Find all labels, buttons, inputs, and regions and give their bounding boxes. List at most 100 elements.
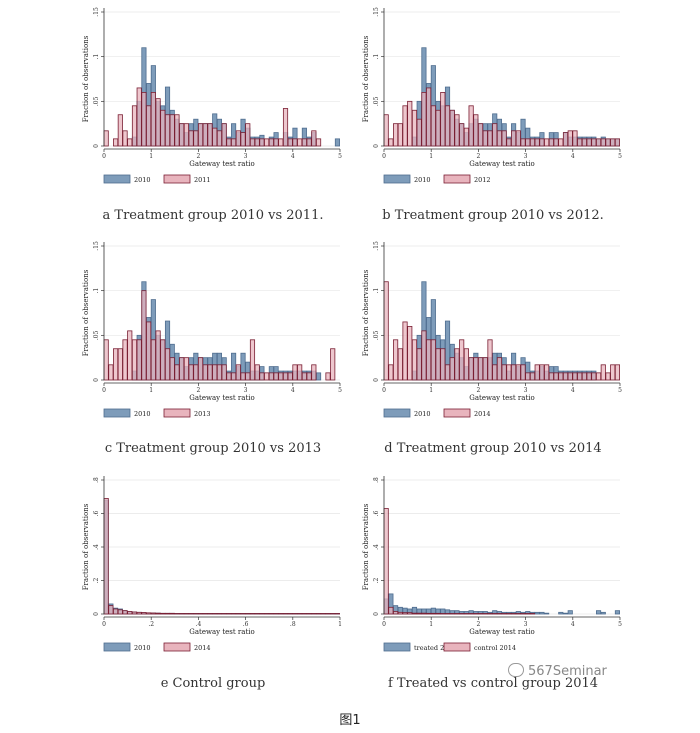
chart-svg-b: 0 .05 .1 .15 0 1 2 3 4 5 Gateway test ratio Fractio… <box>362 7 622 184</box>
bar-2014 <box>539 364 545 381</box>
y-tick-label: .15 <box>93 7 100 17</box>
bar-2014 <box>487 339 493 381</box>
bar-control-2014 <box>430 612 436 615</box>
bar-2014 <box>164 612 171 615</box>
bar-treated-2014 <box>558 611 564 615</box>
chart-svg-e: 0 .2 .4 .6 .8 0 .2 .4 .6 .8 1 Gateway test ratio Fra… <box>82 476 342 652</box>
bar-2012 <box>496 130 502 147</box>
bar-control-2014 <box>473 613 479 615</box>
bar-control-2014 <box>477 613 484 615</box>
bar-treated-2014 <box>595 610 602 615</box>
x-tick-label: 5 <box>338 387 342 394</box>
bar-control-2014 <box>416 612 422 615</box>
y-axis-label: Fraction of observations <box>82 269 90 356</box>
bar-2012 <box>539 138 545 147</box>
bar-2014 <box>600 364 606 381</box>
bar-2012 <box>595 138 602 147</box>
y-tick-label: .2 <box>93 577 100 583</box>
x-tick-label: 2 <box>476 621 480 628</box>
bar-2013 <box>235 364 241 381</box>
bar-2013 <box>188 364 194 381</box>
bar-2014 <box>264 613 270 615</box>
bar-2011 <box>254 138 260 147</box>
x-axis-label: Gateway test ratio <box>189 628 254 636</box>
y-tick-label: .05 <box>93 330 100 340</box>
bar-2014 <box>188 613 194 615</box>
bar-2011 <box>150 92 156 147</box>
bar-control-2014 <box>487 613 493 615</box>
bar-2014 <box>477 357 484 381</box>
y-tick-label: 0 <box>373 144 380 148</box>
x-tick-label: 3 <box>244 387 248 394</box>
bar-2012 <box>614 138 620 147</box>
bar-2014 <box>558 372 564 381</box>
bar-2014 <box>577 372 583 381</box>
y-tick-label: .1 <box>373 288 380 294</box>
bar-2012 <box>586 138 592 147</box>
bar-2013 <box>231 372 237 381</box>
caption-c: c Treatment group 2010 vs 2013 <box>104 441 322 456</box>
chart-panel-b: 0 .05 .1 .15 0 1 2 3 4 5 Gateway test ratio Fractio… <box>340 0 630 200</box>
bar-treated-2014 <box>534 611 540 615</box>
y-tick-label: .4 <box>373 544 380 550</box>
bar-2013 <box>103 339 109 381</box>
watermark-text: 567Seminar <box>528 664 607 679</box>
bar-2011 <box>164 114 171 147</box>
bar-2013 <box>297 364 303 381</box>
bar-2014 <box>595 372 602 381</box>
bar-2012 <box>482 130 488 147</box>
bar-2014 <box>127 611 133 615</box>
bar-2011 <box>311 130 317 147</box>
x-axis-label: Gateway test ratio <box>189 394 254 402</box>
chart-panel-e: 0 .2 .4 .6 .8 0 .2 .4 .6 .8 1 Gateway test ratio Fra… <box>60 468 350 668</box>
chart-svg-f: 0 .2 .4 .6 .8 0 1 2 3 4 5 Gateway test ratio Fractio… <box>362 476 622 652</box>
bar-2013 <box>150 339 156 381</box>
bar-2014 <box>492 364 498 381</box>
bar-2011 <box>155 98 161 147</box>
figure-label: 图1 <box>339 713 361 728</box>
bar-2014 <box>254 613 260 615</box>
bar-2014 <box>231 613 237 615</box>
bar-2014 <box>193 613 199 615</box>
bar-2014 <box>202 613 208 615</box>
legend-label: control 2014 <box>474 644 516 652</box>
bar-2011 <box>193 130 199 147</box>
bar-2013 <box>254 364 260 381</box>
bar-2014 <box>136 611 142 615</box>
bar-2013 <box>127 330 133 381</box>
bar-control-2014 <box>501 613 507 615</box>
bar-2014 <box>444 364 451 381</box>
bar-2014 <box>150 612 156 615</box>
bar-2013 <box>306 372 312 381</box>
bar-2011 <box>113 138 119 147</box>
bar-treated-2014 <box>600 611 606 615</box>
bar-2013 <box>193 364 199 381</box>
x-tick-label: 1 <box>429 153 433 160</box>
bar-2012 <box>402 105 408 147</box>
bar-2014 <box>426 339 432 381</box>
bar-2014 <box>544 364 550 381</box>
bar-2014 <box>245 613 251 615</box>
legend-swatch <box>443 408 471 418</box>
bar-2014 <box>586 372 592 381</box>
x-axis-label: Gateway test ratio <box>469 160 534 168</box>
bar-2014 <box>226 613 232 615</box>
bar-2014 <box>160 612 166 615</box>
bar-2014 <box>221 613 227 615</box>
bar-2012 <box>477 123 484 147</box>
bar-2012 <box>529 138 536 147</box>
bar-2013 <box>169 357 175 381</box>
bar-2014 <box>122 610 128 615</box>
legend-swatch <box>383 408 411 418</box>
bar-2014 <box>473 357 479 381</box>
bar-2011 <box>160 109 166 147</box>
bar-2013 <box>113 348 119 381</box>
bar-2014 <box>113 608 119 615</box>
bar-2013 <box>141 290 147 381</box>
legend-label: 2013 <box>194 410 211 418</box>
y-tick-label: .6 <box>373 510 380 516</box>
bar-2013 <box>122 339 128 381</box>
bar-2012 <box>558 138 564 147</box>
legend-label: 2014 <box>474 410 491 418</box>
x-tick-label: 0 <box>382 153 386 160</box>
